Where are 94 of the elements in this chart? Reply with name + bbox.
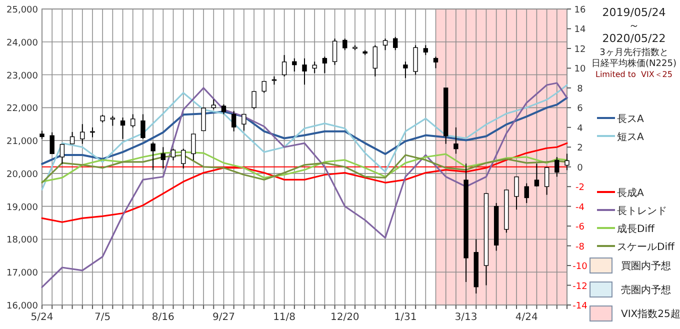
y2-tick-label: 6 xyxy=(577,104,584,114)
text: Limited to VIX＜25 xyxy=(596,70,672,79)
candlestick xyxy=(130,114,136,128)
candlestick xyxy=(524,182,529,204)
y-tick-label: 21,000 xyxy=(6,137,38,148)
candlestick xyxy=(231,110,236,132)
candlestick xyxy=(534,163,540,188)
x-tick-label: 9/27 xyxy=(212,312,235,323)
y-tick-label: 24,000 xyxy=(6,38,38,48)
candlestick xyxy=(332,38,338,66)
line-series xyxy=(41,96,568,165)
candlestick xyxy=(201,107,206,132)
candlestick xyxy=(554,156,560,178)
candlestick xyxy=(403,61,408,79)
candlestick xyxy=(514,176,519,210)
y2-tick-label: 2 xyxy=(577,144,583,154)
candlestick xyxy=(322,56,328,74)
legend-label: 長スA xyxy=(617,114,644,125)
text: 日経平均株価(N225) xyxy=(592,58,676,69)
y-tick-label: 25,000 xyxy=(6,6,38,16)
legend-label: スケールDiff xyxy=(617,242,676,253)
line-series xyxy=(41,82,568,288)
x-tick-label: 3/13 xyxy=(454,312,478,323)
y2-tick-label: -6 xyxy=(576,222,585,233)
candlestick xyxy=(170,148,176,161)
y2-tick-label: -10 xyxy=(572,262,588,272)
legend-label: 短スA xyxy=(617,132,644,143)
legend-label: 長成A xyxy=(617,187,644,199)
x-tick-label: 12/20 xyxy=(330,312,360,323)
candlestick xyxy=(544,166,550,196)
y2-tick-label: -12 xyxy=(572,282,588,292)
y2-tick-label: -8 xyxy=(576,242,585,252)
y-tick-label: 20,000 xyxy=(6,170,38,180)
candlestick xyxy=(342,38,348,51)
candlestick xyxy=(150,142,156,171)
legend-label: VIX指数25超 xyxy=(621,308,680,320)
candlestick xyxy=(50,132,54,154)
candlestick xyxy=(393,36,398,51)
line-series xyxy=(41,142,568,223)
y-tick-label: 16,000 xyxy=(6,302,38,312)
candlestick xyxy=(80,124,85,144)
candlestick xyxy=(292,58,297,72)
y-tick-label: 17,000 xyxy=(6,268,38,279)
candlestick xyxy=(70,132,75,144)
candlestick xyxy=(180,148,186,170)
candlestick xyxy=(120,117,126,140)
candlestick xyxy=(302,58,307,86)
y-tick-label: 19,000 xyxy=(6,202,38,213)
x-tick-label: 11/8 xyxy=(273,312,296,323)
line-series xyxy=(41,84,568,190)
candlestick xyxy=(382,38,388,51)
candlestick xyxy=(110,115,116,126)
candlestick xyxy=(242,114,246,132)
y-tick-label: 23,000 xyxy=(6,71,38,82)
text: 3ヶ月先行指数と xyxy=(600,47,668,58)
text: 買圏内予想 xyxy=(621,260,671,272)
x-tick-label: 7/5 xyxy=(94,312,111,323)
y2-tick-label: -2 xyxy=(576,183,584,194)
x-tick-label: 5/24 xyxy=(30,312,54,323)
y2-tick-label: 8 xyxy=(577,84,584,94)
y2-tick-label: 16 xyxy=(574,6,586,16)
x-tick-label: 4/24 xyxy=(515,312,538,323)
y2-tick-label: 12 xyxy=(574,44,586,55)
legend-label: 成長Diff xyxy=(617,223,656,235)
candlestick xyxy=(564,153,570,171)
text: 売圏内予想 xyxy=(621,284,671,296)
candlestick xyxy=(60,143,65,164)
candlestick xyxy=(211,98,216,110)
candlestick xyxy=(262,80,266,94)
x-tick-label: 1/31 xyxy=(394,312,417,323)
candlestick xyxy=(312,61,317,74)
candlestick xyxy=(191,133,196,161)
y2-tick-label: 4 xyxy=(577,124,584,134)
y2-tick-label: 14 xyxy=(574,25,586,36)
x-tick-label: 8/16 xyxy=(152,312,174,323)
y-tick-label: 22,000 xyxy=(6,104,38,114)
candlestick xyxy=(454,126,458,154)
y2-tick-label: 10 xyxy=(574,64,586,75)
legend-label: 長トレンド xyxy=(617,206,667,217)
candlestick xyxy=(90,126,95,138)
y2-tick-label: 0 xyxy=(577,163,584,174)
candlestick xyxy=(252,90,256,110)
candlestick xyxy=(413,44,418,76)
candlestick xyxy=(423,44,428,56)
y-tick-label: 18,000 xyxy=(6,236,38,246)
text: 2019/05/24 ～ 2020/05/22 xyxy=(602,6,666,45)
candlestick xyxy=(282,54,287,77)
candlestick xyxy=(140,114,146,140)
y2-tick-label: -14 xyxy=(572,302,588,312)
y2-tick-label: -4 xyxy=(576,202,585,213)
candlestick xyxy=(372,44,378,77)
candlestick xyxy=(433,56,438,69)
candlestick xyxy=(160,146,166,170)
candlestick xyxy=(221,104,226,115)
